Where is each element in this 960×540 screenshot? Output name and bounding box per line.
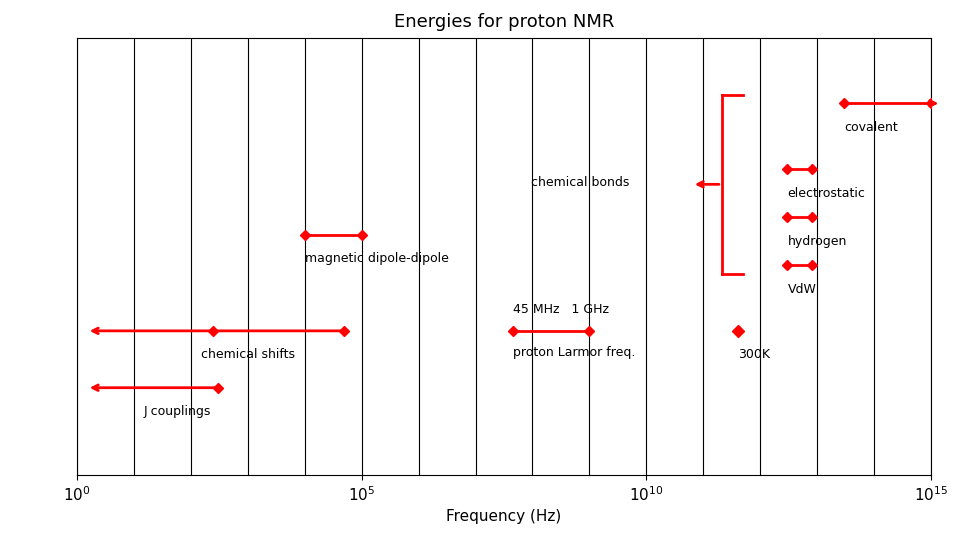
Text: magnetic dipole-dipole: magnetic dipole-dipole	[304, 252, 448, 265]
Text: J couplings: J couplings	[144, 405, 211, 418]
Text: chemical bonds: chemical bonds	[531, 176, 629, 188]
Title: Energies for proton NMR: Energies for proton NMR	[394, 12, 614, 31]
Text: chemical shifts: chemical shifts	[201, 348, 295, 361]
Text: electrostatic: electrostatic	[787, 186, 865, 199]
Text: proton Larmor freq.: proton Larmor freq.	[513, 346, 636, 359]
Text: VdW: VdW	[787, 283, 816, 296]
Text: 45 MHz   1 GHz: 45 MHz 1 GHz	[513, 302, 609, 315]
X-axis label: Frequency (Hz): Frequency (Hz)	[446, 509, 562, 524]
Text: hydrogen: hydrogen	[787, 234, 847, 248]
Text: covalent: covalent	[845, 121, 899, 134]
Text: 300K: 300K	[737, 348, 770, 361]
